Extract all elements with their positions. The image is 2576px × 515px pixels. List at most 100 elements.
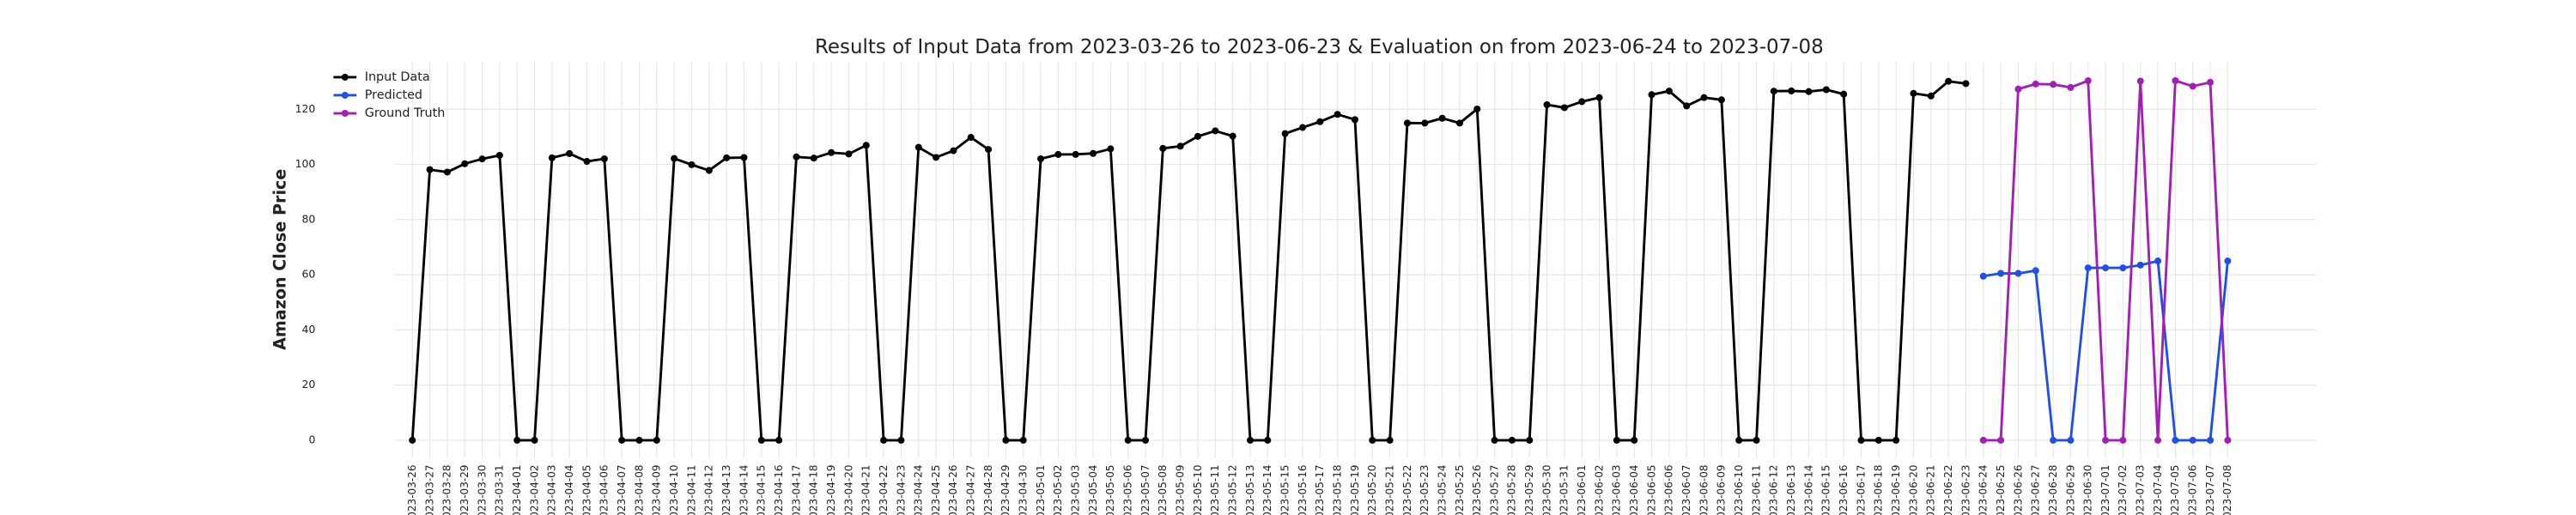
data-point bbox=[845, 150, 853, 158]
data-point bbox=[1543, 100, 1551, 109]
data-point bbox=[2172, 76, 2179, 84]
data-point bbox=[2189, 82, 2196, 90]
data-point bbox=[1142, 436, 1150, 444]
x-tick-label: 2023-04-23 bbox=[895, 464, 907, 515]
x-tick-label: 2023-05-22 bbox=[1401, 464, 1413, 515]
x-tick-label: 2023-04-22 bbox=[878, 464, 890, 515]
y-tick-label: 100 bbox=[295, 157, 316, 170]
x-tick-label: 2023-05-25 bbox=[1454, 464, 1466, 515]
x-tick-label: 2023-06-22 bbox=[1942, 464, 1954, 515]
data-point bbox=[862, 142, 870, 149]
x-tick-label: 2023-04-09 bbox=[651, 464, 663, 515]
data-point bbox=[1979, 272, 1987, 280]
x-tick-label: 2023-03-30 bbox=[476, 464, 488, 515]
data-point bbox=[880, 436, 888, 444]
data-point bbox=[1473, 105, 1481, 112]
data-point bbox=[1002, 436, 1010, 444]
data-point bbox=[1037, 154, 1045, 163]
data-point bbox=[1298, 124, 1306, 131]
y-tick-label: 80 bbox=[302, 212, 316, 225]
x-tick-label: 2023-07-03 bbox=[2135, 464, 2147, 515]
data-point bbox=[1072, 150, 1079, 158]
data-point bbox=[426, 166, 434, 173]
legend-label: Predicted bbox=[365, 88, 422, 102]
data-point bbox=[1054, 150, 1062, 158]
data-point bbox=[548, 154, 556, 161]
x-tick-label: 2023-04-05 bbox=[580, 464, 592, 515]
data-point bbox=[1683, 102, 1691, 110]
x-tick-label: 2023-04-11 bbox=[685, 464, 697, 515]
x-tick-label: 2023-06-15 bbox=[1820, 464, 1832, 515]
x-tick-label: 2023-04-01 bbox=[511, 464, 523, 515]
legend-item: Predicted bbox=[333, 88, 422, 102]
x-tick-label: 2023-06-04 bbox=[1628, 464, 1640, 515]
data-point bbox=[495, 152, 503, 160]
x-tick-label: 2023-04-12 bbox=[703, 464, 715, 515]
x-tick-label: 2023-05-16 bbox=[1297, 464, 1309, 515]
x-tick-label: 2023-05-07 bbox=[1139, 464, 1151, 515]
legend-label: Input Data bbox=[365, 70, 430, 84]
data-point bbox=[2014, 85, 2022, 93]
x-tick-label: 2023-05-29 bbox=[1523, 464, 1535, 515]
data-point bbox=[2084, 77, 2092, 85]
data-point bbox=[1212, 127, 1219, 135]
x-tick-label: 2023-06-05 bbox=[1645, 464, 1657, 515]
data-point bbox=[1805, 88, 1813, 95]
x-tick-label: 2023-05-26 bbox=[1471, 464, 1483, 515]
data-point bbox=[2154, 436, 2162, 444]
legend-marker bbox=[341, 73, 349, 81]
data-point bbox=[461, 160, 469, 167]
x-tick-label: 2023-05-03 bbox=[1070, 464, 1082, 515]
data-point bbox=[2224, 258, 2232, 265]
y-tick-label: 20 bbox=[302, 378, 316, 391]
x-tick-label: 2023-06-16 bbox=[1838, 464, 1850, 515]
data-point bbox=[1264, 436, 1272, 444]
x-tick-label: 2023-04-02 bbox=[528, 464, 540, 515]
data-point bbox=[1176, 142, 1184, 150]
data-point bbox=[1351, 116, 1358, 124]
legend-label: Ground Truth bbox=[365, 106, 446, 120]
data-point bbox=[1735, 436, 1743, 444]
x-tick-label: 2023-04-19 bbox=[825, 464, 837, 515]
legend-marker bbox=[341, 109, 349, 118]
data-point bbox=[1979, 436, 1987, 444]
data-point bbox=[1560, 104, 1568, 112]
x-tick-label: 2023-06-13 bbox=[1785, 464, 1797, 515]
x-tick-label: 2023-05-14 bbox=[1261, 464, 1273, 515]
data-point bbox=[2032, 267, 2039, 275]
data-point bbox=[1386, 436, 1394, 444]
data-point bbox=[810, 154, 817, 162]
x-tick-label: 2023-06-24 bbox=[1978, 464, 1990, 515]
x-tick-label: 2023-06-08 bbox=[1698, 464, 1710, 515]
data-point bbox=[1595, 94, 1603, 101]
data-point bbox=[1334, 111, 1341, 118]
x-tick-label: 2023-06-17 bbox=[1855, 464, 1867, 515]
x-tick-label: 2023-06-03 bbox=[1611, 464, 1623, 515]
data-point bbox=[2154, 258, 2162, 265]
x-tick-label: 2023-06-19 bbox=[1890, 464, 1902, 515]
x-tick-label: 2023-05-06 bbox=[1122, 464, 1134, 515]
data-point bbox=[1648, 91, 1656, 99]
x-tick-label: 2023-04-24 bbox=[913, 464, 925, 515]
data-point bbox=[1090, 149, 1097, 157]
data-point bbox=[2119, 264, 2127, 272]
data-point bbox=[2224, 436, 2232, 444]
x-tick-label: 2023-05-20 bbox=[1366, 464, 1378, 515]
x-tick-label: 2023-04-29 bbox=[999, 464, 1012, 515]
x-tick-label: 2023-05-28 bbox=[1506, 464, 1518, 515]
x-tick-label: 2023-03-29 bbox=[459, 464, 471, 515]
data-point bbox=[1665, 88, 1673, 95]
y-tick-label: 120 bbox=[295, 102, 316, 115]
data-point bbox=[531, 436, 538, 444]
x-tick-label: 2023-06-18 bbox=[1873, 464, 1885, 515]
data-point bbox=[828, 148, 835, 156]
x-tick-label: 2023-06-27 bbox=[2030, 464, 2042, 515]
x-tick-label: 2023-05-21 bbox=[1383, 464, 1395, 515]
data-point bbox=[671, 154, 678, 162]
data-point bbox=[967, 134, 975, 142]
data-point bbox=[688, 161, 696, 168]
x-tick-label: 2023-04-26 bbox=[947, 464, 959, 515]
data-point bbox=[2102, 436, 2110, 444]
data-point bbox=[1438, 114, 1446, 122]
